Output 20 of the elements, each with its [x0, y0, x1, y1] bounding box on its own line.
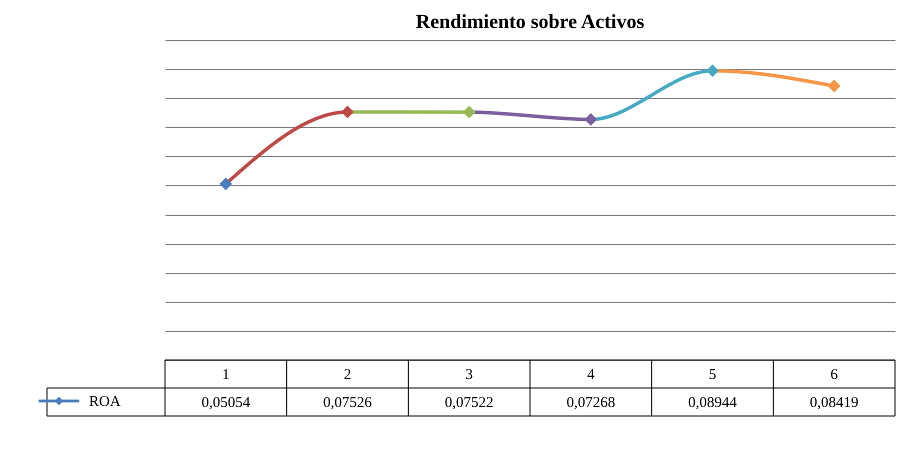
point: [220, 178, 232, 190]
x-tick-label: 6: [830, 367, 838, 383]
point: [584, 113, 598, 126]
data-label: 0,07522: [444, 395, 494, 411]
data-label: 0,08944: [688, 395, 738, 411]
point: [828, 80, 840, 92]
x-tick-label: 4: [587, 367, 596, 383]
data-label: 0,07526: [323, 395, 372, 411]
point: [462, 106, 476, 118]
data-label: 0,07268: [566, 395, 616, 411]
x-tick-label: 3: [465, 367, 473, 383]
x-tick-label: 2: [344, 367, 352, 383]
data-label: 0,08419: [810, 395, 859, 411]
point: [706, 64, 719, 78]
x-tick-label: 5: [708, 367, 716, 383]
chart-title: Rendimiento sobre Activos: [416, 11, 644, 33]
point: [341, 106, 354, 118]
data-label: 0,05054: [201, 395, 251, 411]
legend-label: ROA: [89, 394, 121, 410]
x-tick-label: 1: [222, 367, 230, 383]
